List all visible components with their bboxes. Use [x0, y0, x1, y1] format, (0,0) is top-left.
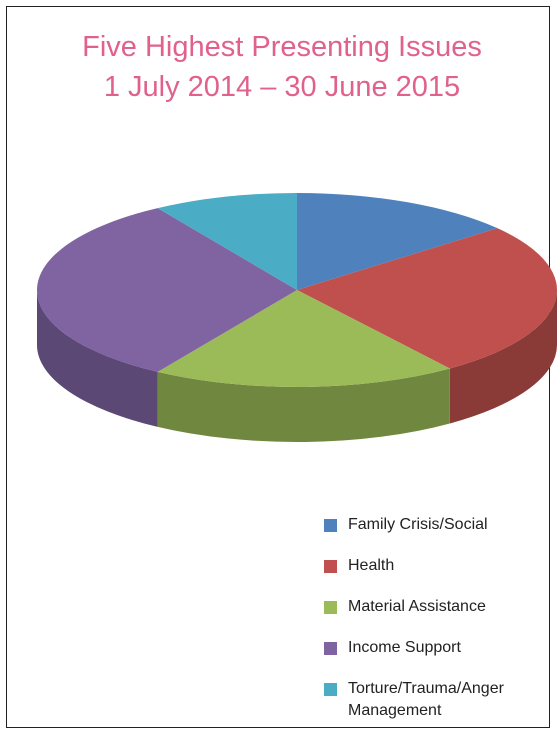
legend-label: Material Assistance: [348, 598, 486, 615]
legend-swatch: [324, 683, 337, 696]
legend-label: Family Crisis/Social: [348, 516, 488, 533]
legend-swatch: [324, 519, 337, 532]
slice-side: [37, 290, 158, 427]
slice: [157, 290, 450, 387]
slice: [36, 208, 297, 372]
legend-label: Torture/Trauma/Anger Management: [348, 680, 504, 719]
legend-item: Torture/Trauma/Anger Management: [324, 678, 534, 722]
legend-swatch: [324, 601, 337, 614]
legend-label: Health: [348, 557, 395, 574]
legend-swatch: [324, 560, 337, 573]
slice-side: [157, 368, 450, 442]
legend-item: Income Support: [324, 637, 534, 659]
legend-swatch: [324, 642, 337, 655]
chart-subtitle: 1 July 2014 – 30 June 2015: [104, 71, 460, 103]
legend-item: Family Crisis/Social: [324, 514, 534, 536]
legend-item: Material Assistance: [324, 596, 534, 618]
legend-label: Income Support: [348, 639, 461, 656]
chart-title: Five Highest Presenting Issues: [82, 31, 482, 63]
legend: Family Crisis/Social Health Material Assis…: [324, 514, 534, 741]
slice: [297, 228, 557, 369]
legend-item: Health: [324, 555, 534, 577]
slice-side: [449, 290, 557, 424]
slice: [157, 193, 297, 290]
slice: [297, 193, 498, 290]
